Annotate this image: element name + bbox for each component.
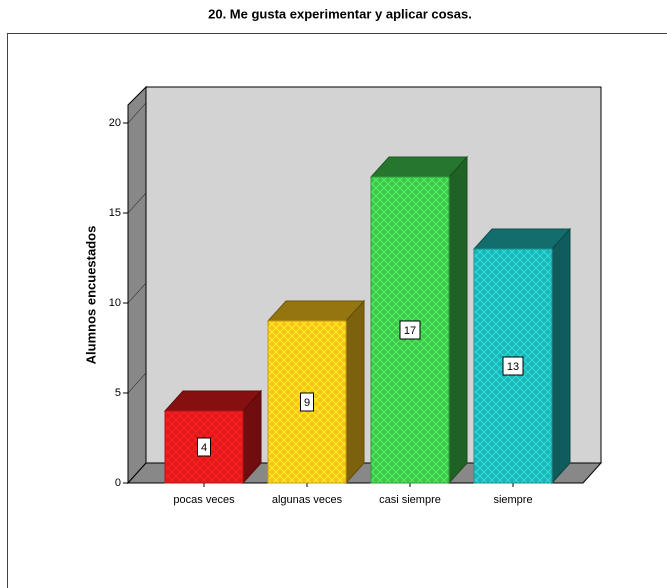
chart-title: 20. Me gusta experimentar y aplicar cosa… xyxy=(208,6,472,21)
bar-side xyxy=(345,299,365,485)
value-label-box xyxy=(399,320,421,340)
value-label: 13 xyxy=(507,361,519,373)
y-tick-depth xyxy=(127,192,147,214)
y-tick-depth xyxy=(127,372,147,394)
y-tick-label: 5 xyxy=(115,387,121,399)
y-tick-label: 10 xyxy=(109,297,121,309)
value-label: 4 xyxy=(201,442,207,454)
bar-side xyxy=(448,155,468,485)
value-label-box xyxy=(197,437,211,457)
x-tick-label: algunas veces xyxy=(272,494,343,506)
y-tick-depth xyxy=(127,462,147,484)
y-tick-depth xyxy=(127,102,147,124)
side-wall xyxy=(127,85,147,485)
y-tick-label: 0 xyxy=(115,477,121,489)
x-tick-label: casi siempre xyxy=(379,494,441,506)
y-axis-label: Alumnos encuestados xyxy=(83,226,98,365)
value-label-box xyxy=(502,356,524,376)
y-tick-label: 20 xyxy=(109,117,121,129)
value-label: 9 xyxy=(304,397,310,409)
x-tick-label: siempre xyxy=(493,494,532,506)
x-tick-label: pocas veces xyxy=(173,494,235,506)
y-tick-label: 15 xyxy=(109,207,121,219)
bar-side xyxy=(551,227,571,485)
value-label: 17 xyxy=(404,325,416,337)
value-label-box xyxy=(300,392,314,412)
y-tick-depth xyxy=(127,282,147,304)
